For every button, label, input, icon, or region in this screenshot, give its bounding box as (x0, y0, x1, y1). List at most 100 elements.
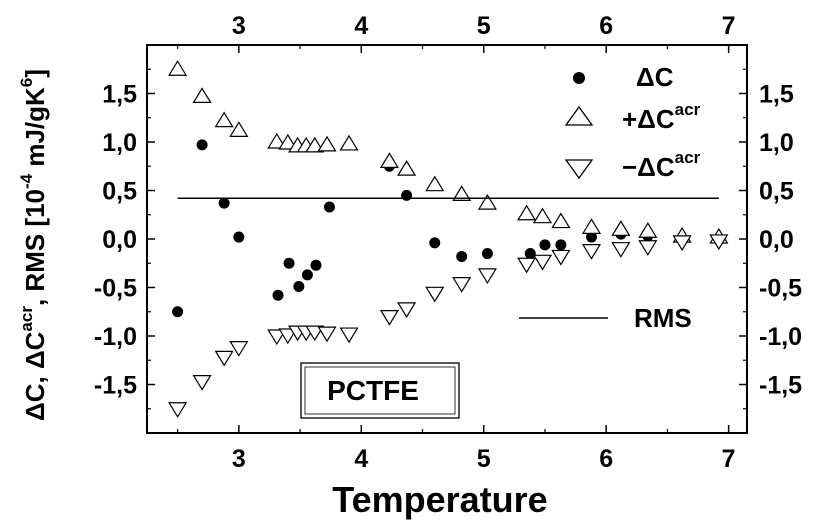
delta-c-point (585, 231, 597, 243)
y-tick-label-left: 0,0 (102, 226, 137, 254)
y-tick-label-left: -1,5 (94, 372, 137, 400)
minus-delta-c-acr-point (305, 325, 325, 342)
y-axis-title-sup-2: -4 (17, 173, 36, 189)
y-tick-label-left: 0,5 (102, 178, 137, 206)
plus-delta-c-acr-point (477, 193, 497, 210)
minus-delta-c-acr-point (611, 242, 631, 258)
minus-delta-c-acr-point (397, 302, 417, 318)
x-tick-label-bottom: 5 (477, 445, 491, 473)
y-axis-title-part-1: ΔC, ΔC (20, 331, 50, 421)
minus-delta-c-acr-point (532, 254, 553, 271)
delta-c-point (524, 248, 536, 260)
y-axis-title: ΔC, ΔCacr, RMS [10-4 mJ/gK6] (17, 69, 50, 421)
minus-delta-c-acr-point (214, 350, 234, 367)
x-tick-label-bottom: 3 (232, 445, 246, 473)
y-tick-label-left: 1,0 (102, 129, 137, 157)
legend-label-rms: RMS (634, 303, 692, 333)
y-tick-label-right: -1,0 (759, 323, 802, 351)
plus-delta-c-acr-point (517, 204, 537, 221)
legend-label-plus: +ΔCacr (622, 100, 701, 134)
y-axis-title-sup-1: acr (17, 306, 36, 332)
y-axis-title-part-3: mJ/gK (20, 87, 50, 174)
minus-delta-c-acr-point (638, 240, 658, 256)
legend-marker-triangle-down (564, 159, 594, 180)
minus-delta-c-acr-point (477, 268, 497, 285)
delta-c-point (293, 281, 305, 293)
plus-delta-c-acr-point (278, 133, 298, 150)
x-tick-label-top: 3 (232, 12, 246, 40)
plus-delta-c-acr-point (638, 222, 658, 238)
plus-delta-c-acr-point (339, 134, 359, 151)
minus-delta-c-acr-point (339, 327, 359, 344)
plus-delta-c-acr-point (229, 121, 249, 137)
minus-delta-c-acr-point (278, 328, 298, 345)
plus-delta-c-acr-point (551, 212, 571, 229)
x-axis-title: Temperature (332, 479, 547, 520)
x-tick-label-top: 6 (599, 12, 613, 40)
y-tick-label-right: -0,5 (759, 275, 802, 303)
minus-delta-c-acr-point (517, 257, 537, 274)
x-tick-label-bottom: 7 (722, 445, 736, 473)
marks-layer (168, 60, 729, 418)
minus-delta-c-acr-point (168, 402, 188, 418)
delta-c-point (555, 239, 567, 251)
plus-delta-c-acr-point (452, 185, 472, 201)
plus-delta-c-acr-point (168, 60, 188, 76)
minus-delta-c-acr-point (267, 329, 287, 346)
legend-label-minus-sup: acr (675, 148, 701, 167)
y-tick-label-right: -1,5 (759, 372, 802, 400)
delta-c-point (272, 289, 284, 301)
y-tick-label-left: 1,5 (102, 81, 137, 109)
plus-delta-c-acr-point (192, 87, 212, 104)
x-tick-label-top: 4 (354, 12, 368, 40)
annotation-text: PCTFE (327, 375, 419, 406)
delta-c-point (283, 257, 295, 269)
minus-delta-c-acr-point (229, 341, 249, 357)
minus-delta-c-acr-point (425, 286, 445, 303)
delta-c-point (310, 259, 322, 271)
legend-label-minus-main: −ΔC (622, 152, 675, 182)
y-tick-label-left: -0,5 (94, 275, 137, 303)
delta-c-point (172, 306, 184, 318)
minus-delta-c-acr-point (379, 310, 400, 326)
y-tick-label-right: 0,0 (759, 226, 794, 254)
x-tick-label-top: 7 (722, 12, 736, 40)
plus-delta-c-acr-point (379, 152, 400, 168)
annotation-frame (300, 362, 460, 419)
plus-delta-c-acr-point (267, 132, 287, 149)
delta-c-point (539, 239, 551, 251)
x-tick-label-bottom: 6 (599, 445, 613, 473)
y-tick-label-right: 0,5 (759, 178, 794, 206)
legend-marker-triangle-up (564, 105, 594, 126)
minus-delta-c-acr-point (192, 374, 212, 391)
legend-label-plus-sup: acr (675, 100, 701, 119)
y-axis-title-part-4: ] (20, 69, 50, 78)
y-axis-title-part-2: , RMS [10 (20, 189, 50, 306)
plus-delta-c-acr-point (305, 136, 325, 153)
minus-delta-c-acr-point (672, 235, 692, 252)
legend-label-plus-main: +ΔC (622, 104, 675, 134)
minus-delta-c-acr-point (317, 326, 337, 343)
delta-c-point (196, 139, 208, 151)
y-axis-title-sup-3: 6 (17, 78, 36, 87)
plus-delta-c-acr-point (581, 218, 602, 234)
delta-c-point (301, 269, 313, 281)
legend-marker-circle (573, 72, 585, 84)
delta-c-point (233, 231, 245, 243)
annotation-box: PCTFE (300, 362, 460, 419)
y-tick-label-right: 1,0 (759, 129, 794, 157)
plus-delta-c-acr-point (214, 111, 234, 128)
legend-label-minus: −ΔCacr (622, 148, 701, 182)
minus-delta-c-acr-point (709, 234, 729, 251)
delta-c-point (323, 201, 335, 213)
plus-delta-c-acr-point (397, 160, 417, 176)
y-tick-label-right: 1,5 (759, 81, 794, 109)
delta-c-point (429, 237, 441, 249)
legend: ΔC +ΔCacr −ΔCacr RMS (519, 62, 701, 333)
plus-delta-c-acr-point (611, 220, 631, 236)
annotation-inner-frame (304, 366, 456, 415)
minus-delta-c-acr-point (452, 277, 472, 293)
minus-delta-c-acr-point (581, 244, 602, 260)
plus-delta-c-acr-point (532, 207, 553, 224)
